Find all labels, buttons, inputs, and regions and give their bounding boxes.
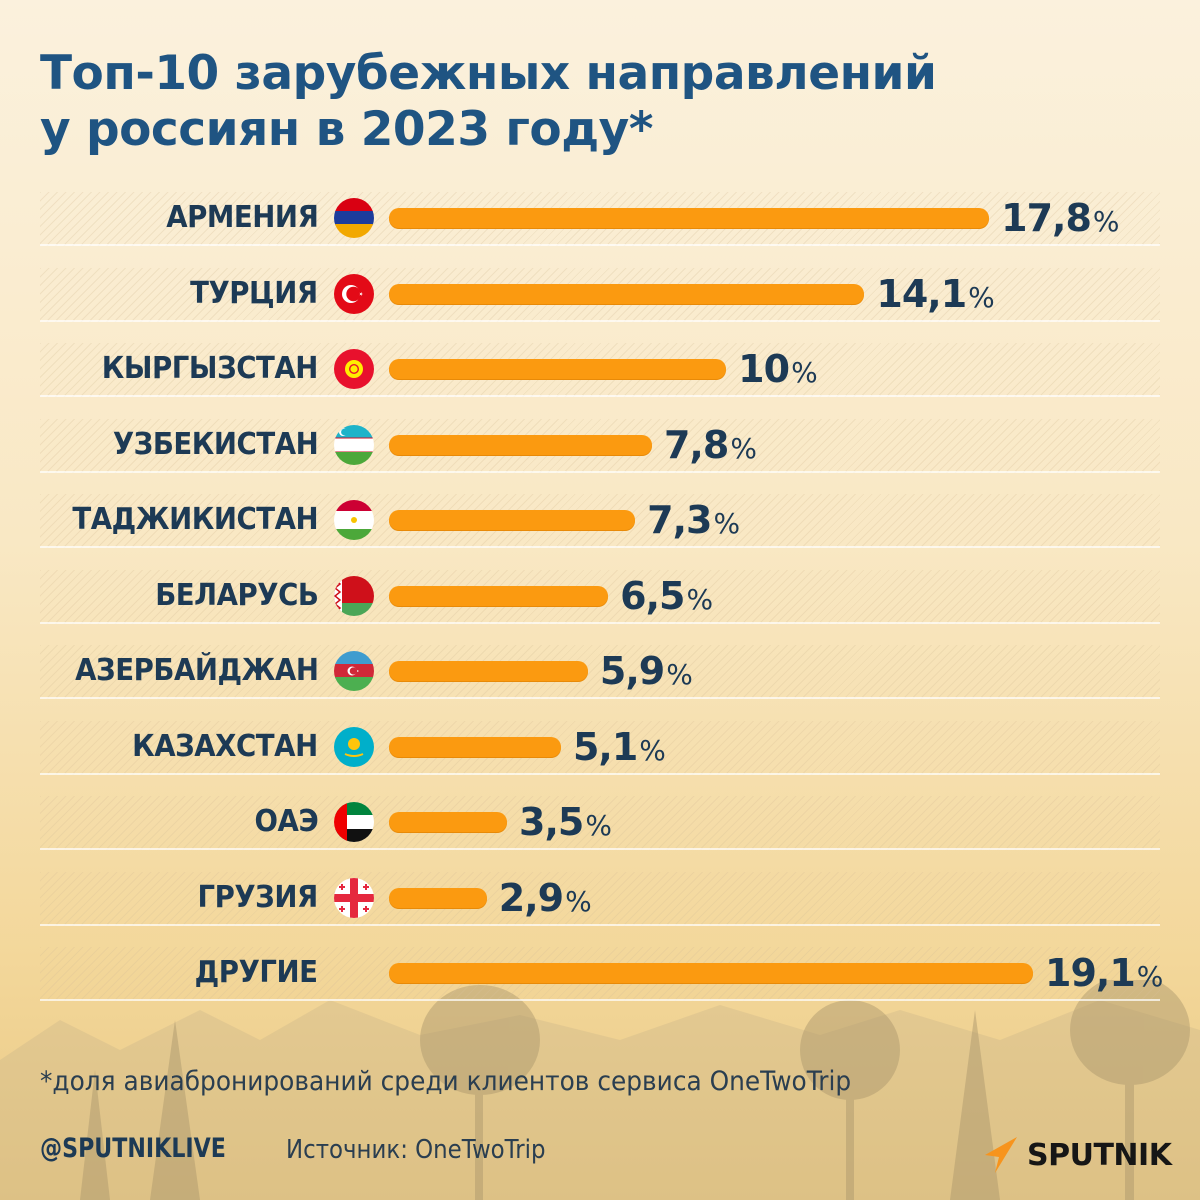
social-handle: @SPUTNIKLIVE [40,1133,226,1164]
category-label: АРМЕНИЯ [165,200,319,235]
chart-title-line2: у россиян в 2023 году* [40,102,653,157]
bar [389,510,636,530]
data-label: 14,1% [876,268,994,320]
data-label: 3,5% [519,796,612,848]
bar-row: ДРУГИЕ 19,1% [40,947,1163,1001]
bar-row: ОАЭ 3,5% [40,796,1160,850]
data-label-percent: % [565,884,592,918]
bar [389,887,487,908]
bar [389,812,507,832]
data-label-percent: % [666,658,693,691]
category-label: ТУРЦИЯ [190,275,318,311]
data-label-percent: % [713,507,741,540]
data-label-percent: % [730,431,757,465]
bar-row: КЫРГЫЗСТАН 10% [40,343,1160,397]
uae-flag-icon [334,802,374,842]
category-label: АЗЕРБАЙДЖАН [74,653,319,688]
bar [389,208,990,228]
category-label: ГРУЗИЯ [197,879,319,915]
data-label-value: 5,1 [572,724,638,769]
data-label-percent: % [1092,205,1120,238]
bar-row: УЗБЕКИСТАН 7,8% [40,418,1160,473]
bar [389,736,561,757]
bar [389,359,727,379]
data-label: 7,8% [664,419,757,471]
data-label-percent: % [585,809,612,842]
data-label-value: 2,9 [498,875,564,920]
category-label: ТАДЖИКИСТАН [72,502,318,537]
uzbekistan-flag-icon [334,424,374,465]
data-label: 6,5% [620,570,713,622]
data-label: 2,9% [499,872,592,924]
data-label-value: 10 [738,347,790,391]
bar-row: ТУРЦИЯ 14,1% [40,267,1160,322]
sputnik-logo-text: SPUTNIK [1027,1137,1172,1173]
data-label-percent: % [1136,960,1164,993]
data-label: 5,1% [573,721,666,773]
bar [389,283,865,304]
source-text: Источник: OneTwoTrip [286,1135,546,1165]
category-label: ДРУГИЕ [195,955,318,990]
sputnik-logo-icon [985,1137,1017,1173]
data-label: 17,8% [1001,192,1119,244]
data-label-percent: % [639,733,666,767]
belarus-flag-icon [334,575,374,616]
bar [389,585,609,606]
data-label: 10% [738,343,818,395]
bar-row: ГРУЗИЯ 2,9% [40,871,1160,926]
bar [389,434,652,455]
category-label: КЫРГЫЗСТАН [101,351,319,386]
chart-title-line1: Топ-10 зарубежных направлений [40,46,937,101]
category-label: КАЗАХСТАН [132,728,318,764]
kazakhstan-flag-icon [334,726,374,767]
category-label: ОАЭ [254,804,318,839]
data-label-value: 17,8 [1001,196,1092,240]
bar-row: БЕЛАРУСЬ 6,5% [40,569,1160,624]
turkey-flag-icon [334,273,374,314]
data-label-percent: % [686,582,714,616]
tajikistan-flag-icon [334,500,374,540]
category-label: УЗБЕКИСТАН [112,426,319,462]
bar-row: ТАДЖИКИСТАН 7,3% [40,494,1160,548]
bar-row: АЗЕРБАЙДЖАН 5,9% [40,645,1160,699]
category-label: БЕЛАРУСЬ [154,577,319,613]
chart-title: Топ-10 зарубежных направлений у россиян … [40,46,1140,158]
data-label-value: 7,8 [663,422,729,467]
azerbaijan-flag-icon [334,651,374,691]
georgia-flag-icon [334,877,374,918]
data-label-value: 6,5 [620,573,685,618]
data-label-percent: % [968,280,995,314]
data-label-value: 14,1 [876,271,967,316]
sputnik-logo: SPUTNIK [983,1133,1172,1177]
data-label: 5,9% [600,645,693,697]
bar [389,661,588,681]
forest-background [0,980,1200,1200]
data-label-value: 7,3 [647,498,712,542]
data-label-value: 19,1 [1045,951,1136,995]
bar-row: КАЗАХСТАН 5,1% [40,720,1160,775]
bar-row: АРМЕНИЯ 17,8% [40,192,1160,246]
footnote: *доля авиабронирований среди клиентов се… [40,1066,852,1097]
kyrgyzstan-flag-icon [334,349,374,389]
data-label-value: 3,5 [519,800,584,844]
armenia-flag-icon [334,198,374,238]
data-label: 19,1% [1045,947,1163,999]
data-label-percent: % [791,356,818,389]
data-label: 7,3% [647,494,740,546]
data-label-value: 5,9 [599,649,665,693]
bar [389,963,1033,983]
